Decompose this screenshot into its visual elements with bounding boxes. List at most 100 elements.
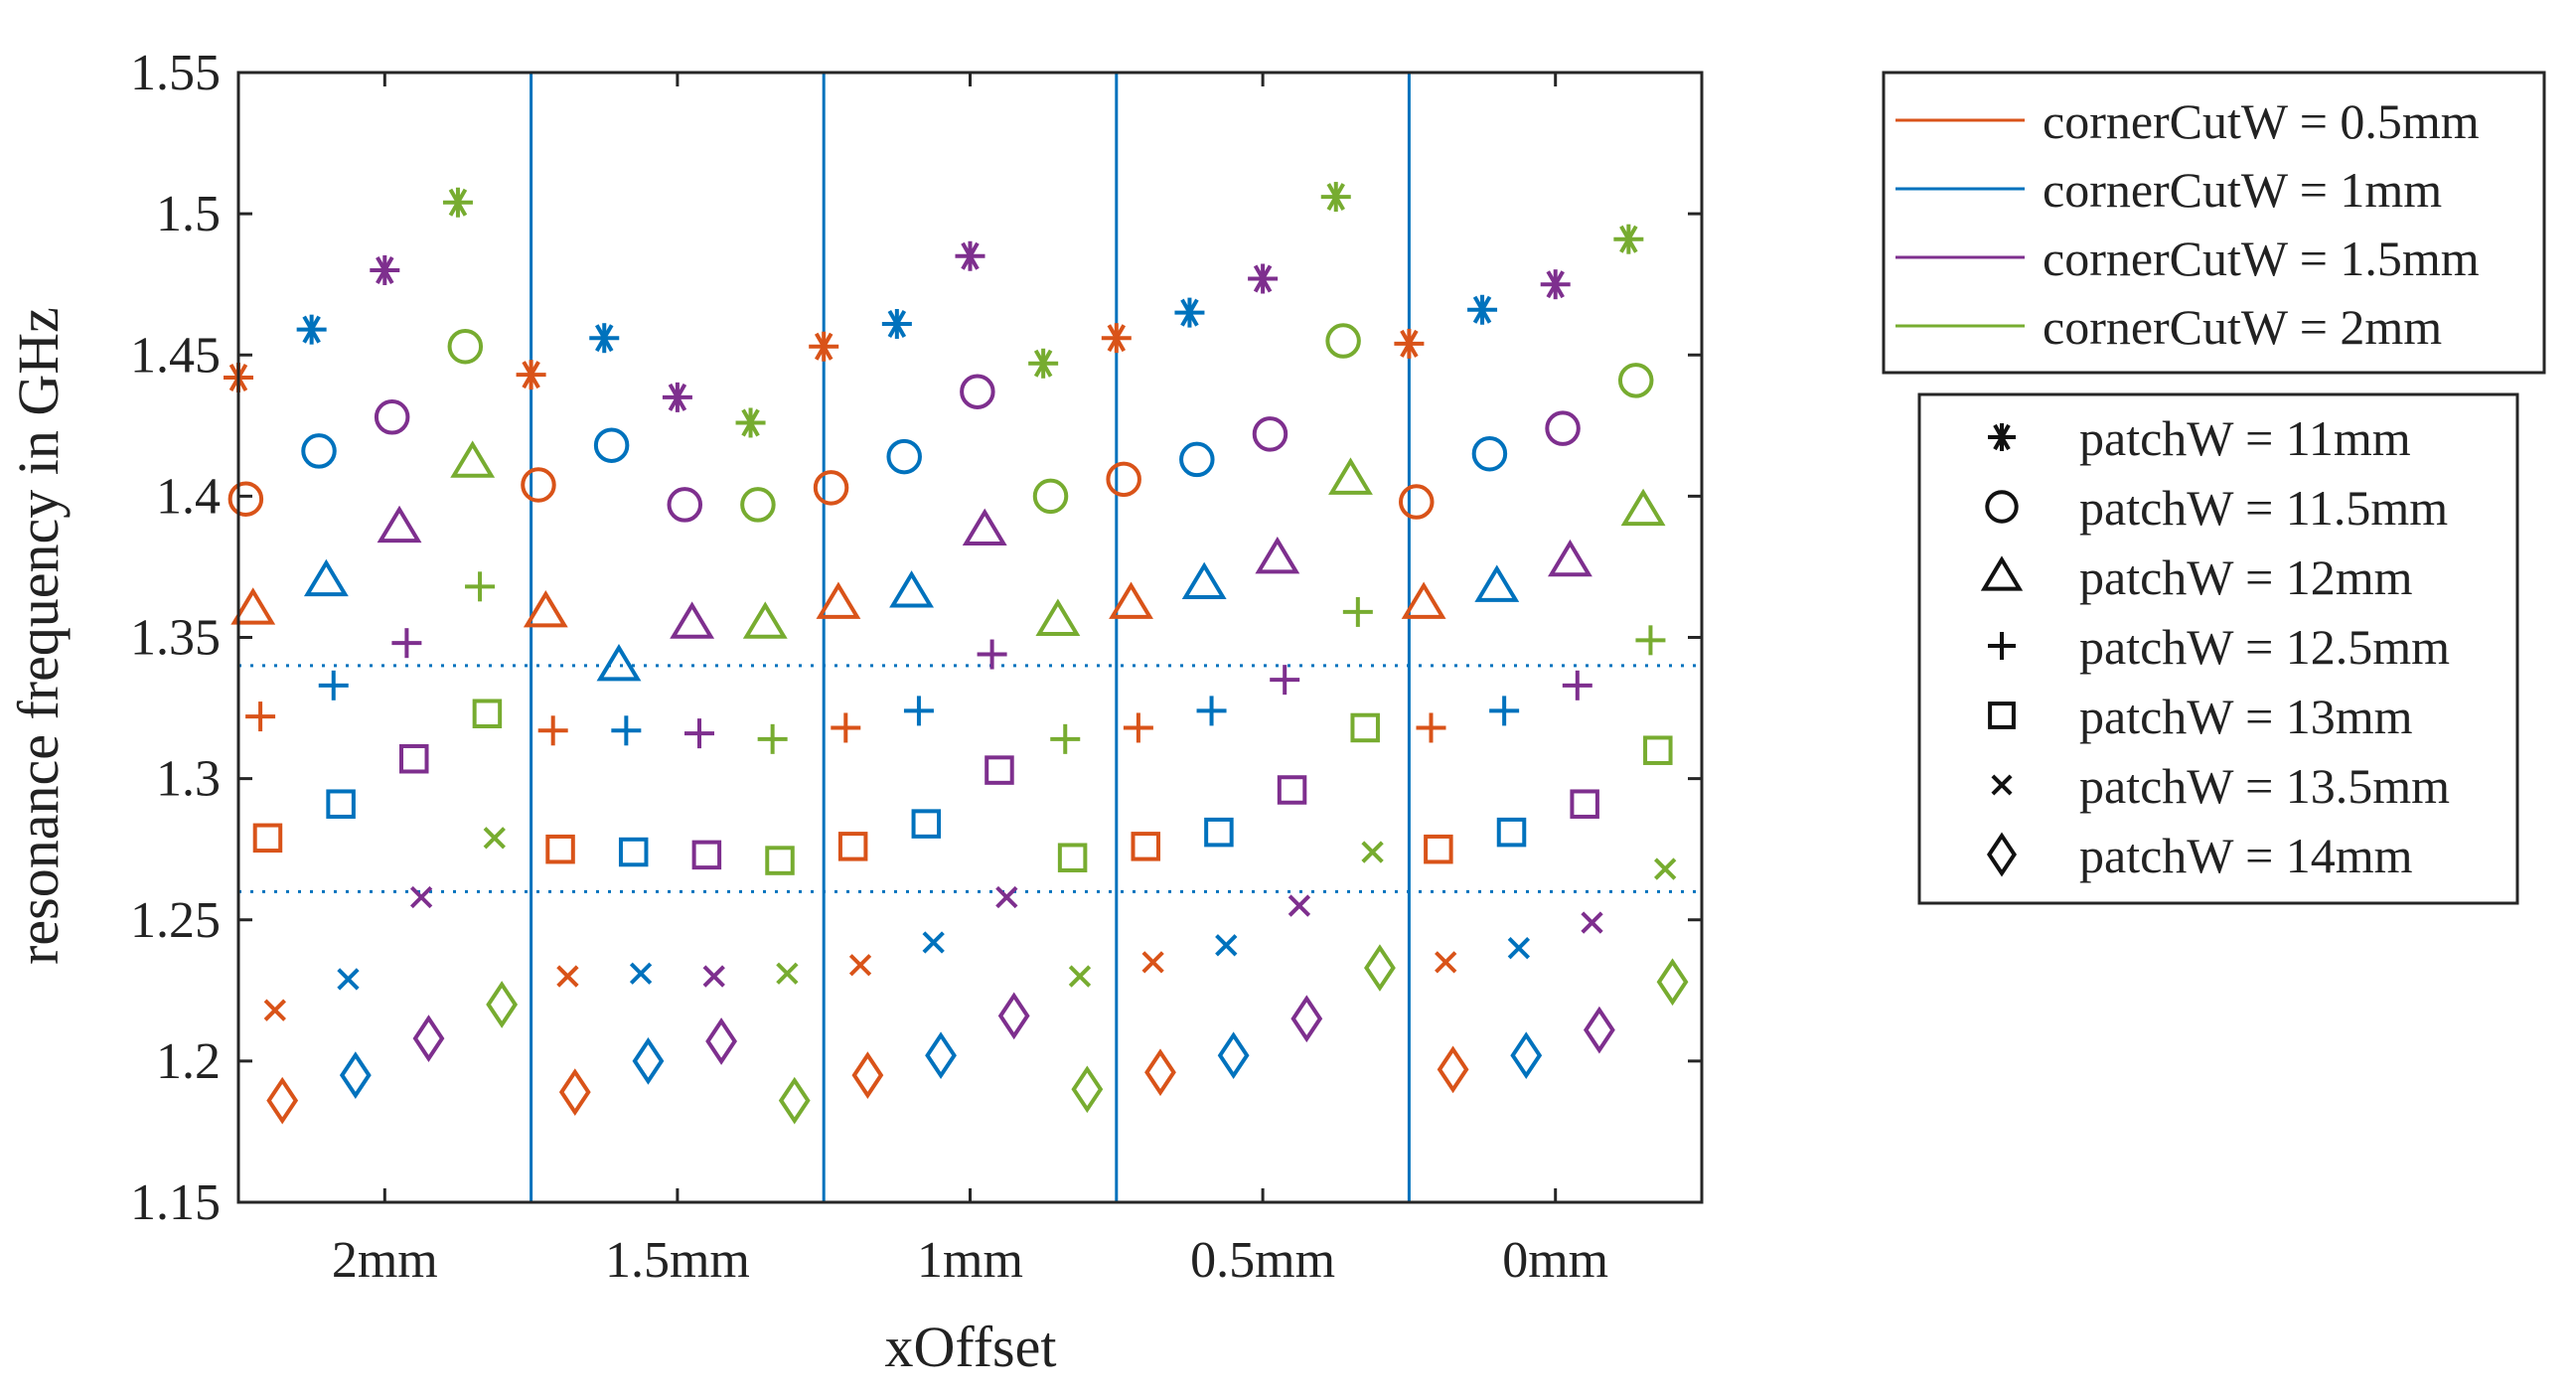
data-point — [589, 323, 620, 354]
legend-marker-symbol — [1980, 555, 2024, 591]
data-point — [1467, 294, 1498, 325]
data-point — [472, 699, 503, 728]
data-point — [813, 470, 849, 506]
data-point — [1215, 934, 1238, 957]
x-tick-label: 0.5mm — [1190, 1232, 1335, 1289]
data-point — [960, 374, 995, 409]
legend-cornercut-label: cornerCutW = 1mm — [2043, 162, 2442, 218]
data-point — [1050, 723, 1081, 754]
data-point — [1204, 817, 1234, 848]
data-point — [1255, 537, 1300, 574]
data-point — [831, 712, 861, 743]
data-point — [339, 1051, 372, 1099]
data-point — [1057, 843, 1088, 872]
y-tick-label: 1.2 — [156, 1033, 221, 1090]
data-point — [911, 809, 942, 839]
data-point — [851, 1051, 884, 1099]
data-point — [903, 696, 934, 726]
legend-patchw-label: patchW = 12.5mm — [2079, 619, 2450, 675]
data-point — [447, 328, 484, 365]
legend-marker-symbol — [1988, 701, 2016, 729]
data-point — [1656, 958, 1689, 1007]
data-point — [809, 331, 839, 362]
data-point — [735, 407, 766, 438]
data-point — [977, 639, 1007, 670]
data-point — [370, 254, 400, 285]
x-tick-label: 2mm — [332, 1232, 438, 1289]
data-point — [1320, 182, 1351, 213]
data-point — [705, 1017, 737, 1065]
data-point — [848, 954, 872, 977]
data-point — [337, 968, 360, 991]
data-point — [742, 601, 788, 639]
y-tick-label: 1.4 — [156, 468, 221, 525]
legend-patchw-label: patchW = 11mm — [2079, 410, 2411, 466]
data-point — [1252, 416, 1288, 452]
data-point — [516, 360, 546, 390]
data-point — [1416, 712, 1446, 743]
data-point — [995, 885, 1018, 909]
data-point — [955, 240, 985, 271]
data-point — [683, 718, 714, 749]
data-point — [230, 587, 276, 625]
data-point — [837, 832, 868, 861]
data-point — [778, 1076, 811, 1125]
data-point — [962, 508, 1007, 545]
y-tick-label: 1.5 — [156, 186, 221, 242]
data-point — [997, 992, 1030, 1040]
data-point — [263, 999, 286, 1021]
data-point — [450, 440, 496, 478]
y-tick-label: 1.35 — [130, 610, 221, 667]
data-point — [1217, 1031, 1250, 1080]
legend-marker-symbol — [1991, 774, 2013, 796]
data-point — [1643, 735, 1673, 765]
data-point — [545, 834, 575, 864]
data-point — [618, 837, 649, 867]
data-point — [1545, 410, 1581, 446]
data-point — [296, 314, 327, 345]
data-point — [1424, 834, 1453, 864]
data-point — [1540, 269, 1571, 300]
y-tick-label: 1.15 — [130, 1174, 221, 1231]
data-point — [1562, 670, 1592, 700]
data-point — [377, 505, 422, 544]
data-point — [667, 487, 703, 523]
data-point — [399, 743, 429, 774]
data-point — [1394, 328, 1425, 359]
data-point — [881, 308, 912, 339]
data-point — [1617, 363, 1654, 398]
data-point — [1328, 457, 1373, 495]
y-tick-label: 1.3 — [156, 751, 221, 808]
data-point — [886, 438, 922, 475]
data-point — [1583, 1006, 1615, 1054]
data-point — [1401, 581, 1446, 619]
legend-patchw-label: patchW = 14mm — [2079, 828, 2413, 883]
group-separators — [530, 73, 1411, 1202]
data-point — [1613, 224, 1644, 254]
data-point — [632, 1037, 665, 1085]
data-point — [412, 1014, 445, 1062]
data-point — [1435, 951, 1457, 974]
data-point — [1290, 995, 1323, 1043]
data-point — [1179, 441, 1215, 478]
y-axis-label: resonance frequency in GHz — [6, 307, 71, 965]
data-point — [596, 644, 642, 682]
data-point — [765, 846, 795, 875]
legend-patchw: patchW = 11mm patchW = 11.5mm patchW = 12m… — [1917, 392, 2519, 905]
data-point — [1654, 857, 1677, 880]
data-point — [1123, 712, 1153, 743]
data-point — [816, 581, 861, 619]
data-point — [1581, 911, 1603, 934]
data-point — [227, 481, 264, 517]
legend-cornercut-label: cornerCutW = 2mm — [2043, 299, 2442, 355]
data-point — [1350, 712, 1380, 743]
data-point — [1471, 435, 1508, 472]
data-point — [1106, 461, 1141, 498]
data-point — [1570, 789, 1599, 819]
data-point — [1496, 817, 1527, 848]
y-tick-label: 1.55 — [130, 45, 221, 101]
data-point — [1620, 488, 1666, 527]
data-point — [1028, 348, 1059, 379]
data-point — [1489, 696, 1520, 726]
